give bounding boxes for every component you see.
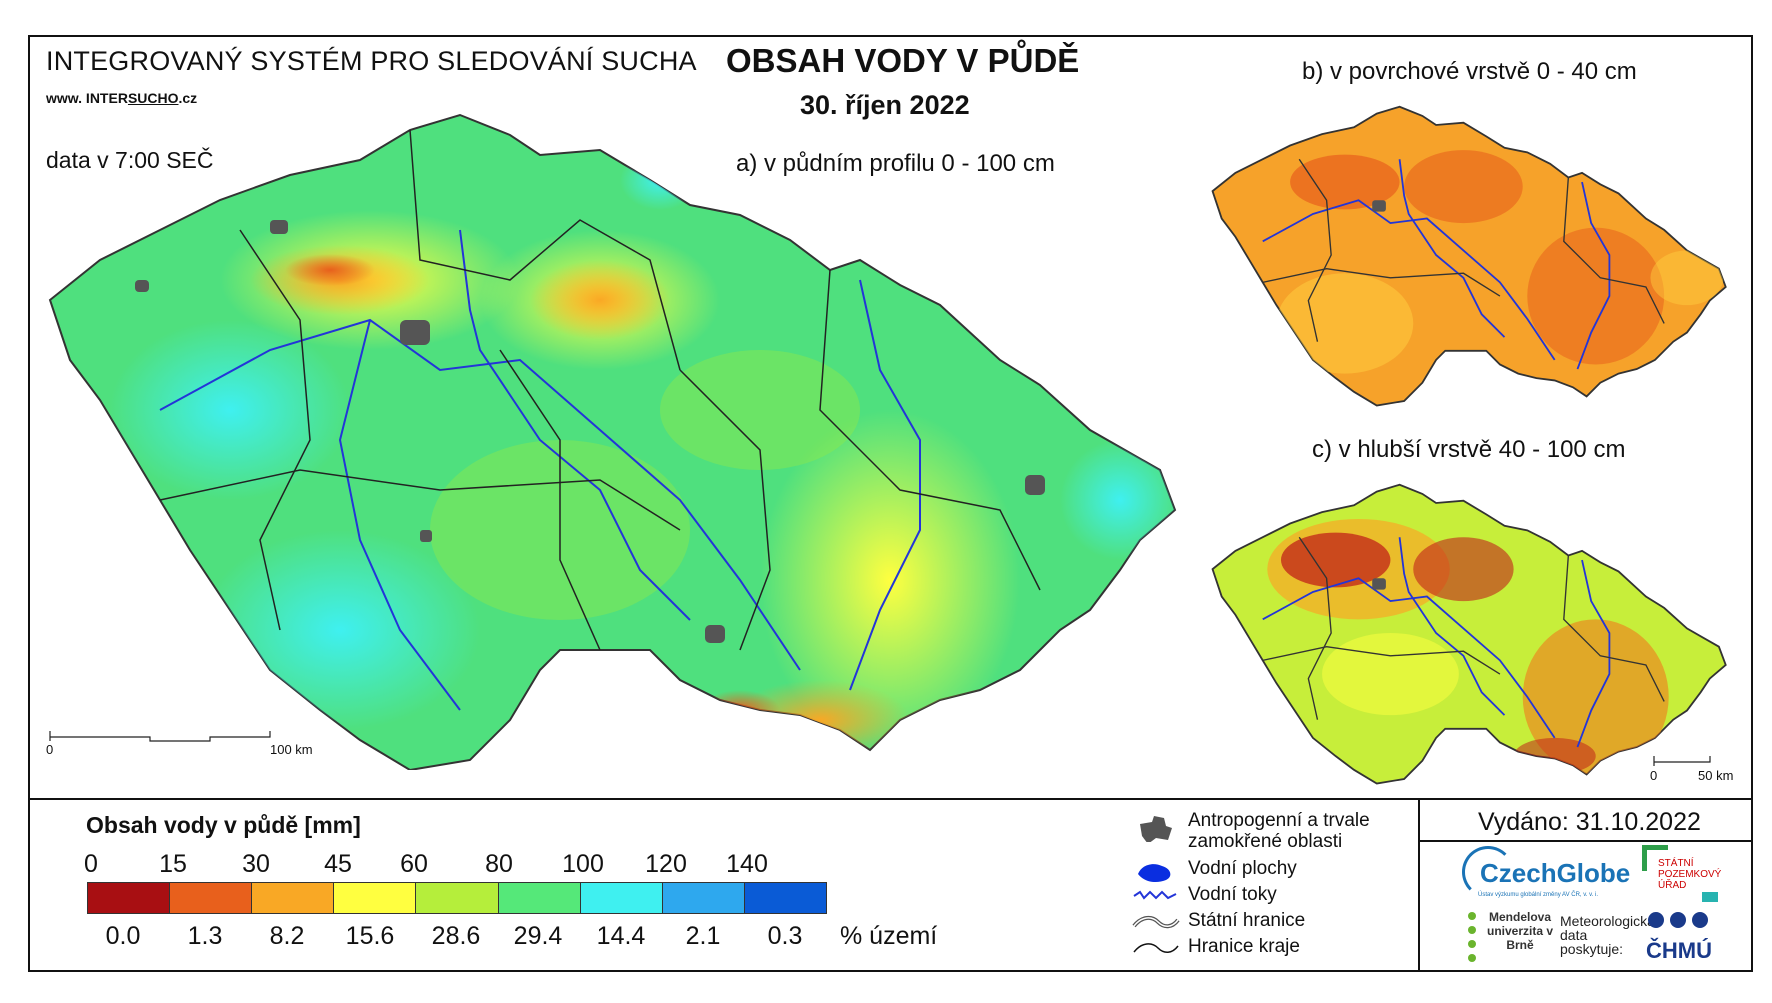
legend-swatch (744, 883, 826, 913)
state-border-icon (1132, 915, 1180, 929)
threshold-label: 30 (242, 850, 270, 878)
legend-swatch (498, 883, 581, 913)
czechglobe-subtitle: Ústav výzkumu globální změny AV ČR, v. v… (1478, 892, 1599, 898)
scale-bar-main (49, 731, 271, 742)
issued-divider (1418, 840, 1753, 842)
percent-label: 28.6 (431, 922, 481, 950)
chmu-logo[interactable]: ČHMÚ (1646, 938, 1712, 963)
footer-divider (1418, 798, 1420, 972)
scale-bar-small (1653, 756, 1711, 766)
scale-small-start: 0 (1650, 768, 1658, 783)
percent-label: 0.0 (105, 922, 141, 950)
legend-swatch (252, 883, 335, 913)
urban-area-icon (1140, 816, 1172, 842)
url-emph: SUCHO (127, 90, 179, 106)
czechglobe-logo[interactable]: CzechGlobe (1480, 858, 1631, 888)
system-title: INTEGROVANÝ SYSTÉM PRO SLEDOVÁNÍ SUCHA (46, 46, 697, 76)
map-frame (28, 35, 1753, 972)
percent-label: 2.1 (685, 922, 721, 950)
rivers-label: Vodní toky (1188, 884, 1277, 905)
data-time: data v 7:00 SEČ (46, 147, 214, 173)
main-title: OBSAH VODY V PŮDĚ (726, 42, 1080, 79)
water-body-icon (1138, 864, 1171, 882)
percent-label: 15.6 (345, 922, 395, 950)
legend-swatch (334, 883, 417, 913)
legend-swatch (416, 883, 499, 913)
map-a-profile (48, 113, 1177, 770)
url-suffix: .cz (178, 90, 198, 106)
legend-divider (28, 798, 1753, 800)
map-c-label: c) v hlubší vrstvě 40 - 100 cm (1312, 436, 1626, 463)
legend-swatch (580, 883, 663, 913)
legend-swatch (662, 883, 745, 913)
threshold-label: 80 (485, 850, 513, 878)
legend-swatch (88, 883, 171, 913)
state-border-label: Státní hranice (1188, 910, 1306, 931)
legend-title: Obsah vody v půdě [mm] (86, 812, 361, 838)
map-b-surface (1211, 105, 1727, 407)
website-url[interactable]: www. INTERSUCHO.cz (46, 90, 197, 106)
percent-label: 1.3 (187, 922, 223, 950)
issued-date: Vydáno: 31.10.2022 (1478, 808, 1701, 836)
threshold-label: 15 (159, 850, 187, 878)
mendel-dots-icon (1468, 912, 1478, 962)
region-border-icon (1133, 943, 1179, 953)
percent-label: 14.4 (596, 922, 646, 950)
map-c-deep (1211, 483, 1727, 785)
threshold-label: 45 (324, 850, 352, 878)
threshold-label: 100 (562, 850, 604, 878)
main-date: 30. říjen 2022 (800, 90, 970, 120)
urban-label: Antropogenní a trvale zamokřené oblasti (1188, 810, 1370, 852)
water-bodies-label: Vodní plochy (1188, 858, 1297, 879)
scale-main-start: 0 (46, 742, 54, 757)
legend-color-bar (87, 882, 827, 914)
scale-small-end: 50 km (1698, 768, 1734, 783)
threshold-label: 120 (645, 850, 687, 878)
spu-square-icon (1702, 892, 1718, 902)
spu-mark-icon (1642, 845, 1668, 871)
czechglobe-ring-icon (1462, 846, 1514, 898)
scale-main-end: 100 km (270, 742, 313, 757)
threshold-label: 60 (400, 850, 428, 878)
threshold-label: 0 (84, 850, 98, 878)
percent-label: 8.2 (269, 922, 305, 950)
url-prefix: www. INTER (46, 90, 128, 106)
met-data-label: Meteorologická data poskytuje: (1560, 913, 1655, 957)
map-a-label: a) v půdním profilu 0 - 100 cm (736, 150, 1055, 177)
percent-label: 29.4 (513, 922, 563, 950)
threshold-label: 140 (726, 850, 768, 878)
percent-unit: % území (840, 922, 938, 950)
map-b-label: b) v povrchové vrstvě 0 - 40 cm (1302, 58, 1637, 85)
river-icon (1133, 890, 1177, 900)
percent-label: 0.3 (767, 922, 803, 950)
chmu-dots-icon (1648, 912, 1714, 933)
region-border-label: Hranice kraje (1188, 936, 1300, 957)
legend-swatch (170, 883, 253, 913)
spu-logo[interactable]: STÁTNÍ POZEMKOVÝ ÚŘAD (1658, 858, 1722, 891)
mendel-logo[interactable]: Mendelova univerzita v Brně (1486, 910, 1554, 952)
